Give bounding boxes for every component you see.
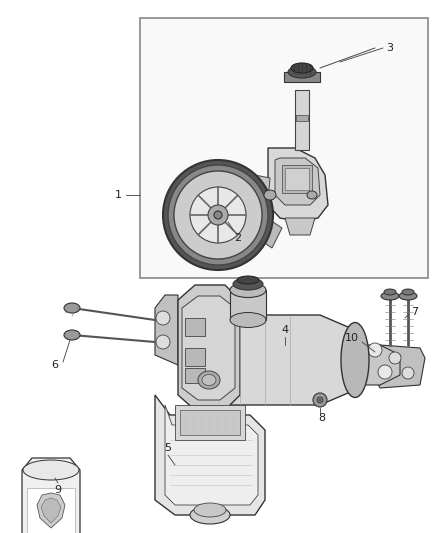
Bar <box>27 488 75 533</box>
Ellipse shape <box>291 63 313 73</box>
Polygon shape <box>41 498 61 523</box>
Text: 7: 7 <box>411 307 419 317</box>
Polygon shape <box>210 315 355 405</box>
Text: 9: 9 <box>54 485 62 495</box>
Bar <box>180 410 240 435</box>
Text: 8: 8 <box>318 413 325 423</box>
Ellipse shape <box>237 276 259 284</box>
Circle shape <box>378 365 392 379</box>
Ellipse shape <box>402 289 414 295</box>
Ellipse shape <box>381 292 399 300</box>
Circle shape <box>214 211 222 219</box>
Ellipse shape <box>233 278 263 290</box>
Ellipse shape <box>384 289 396 295</box>
Polygon shape <box>155 295 178 365</box>
Bar <box>296 115 308 121</box>
Ellipse shape <box>23 460 79 480</box>
Circle shape <box>163 160 273 270</box>
Circle shape <box>156 335 170 349</box>
Circle shape <box>174 171 262 259</box>
Ellipse shape <box>341 322 369 398</box>
Circle shape <box>313 393 327 407</box>
Ellipse shape <box>399 292 417 300</box>
Polygon shape <box>268 148 328 222</box>
Polygon shape <box>275 158 320 205</box>
Polygon shape <box>22 458 80 533</box>
Circle shape <box>402 367 414 379</box>
Polygon shape <box>355 345 400 385</box>
Polygon shape <box>375 345 425 388</box>
Bar <box>185 368 205 383</box>
Ellipse shape <box>64 303 80 313</box>
Polygon shape <box>37 493 65 528</box>
Ellipse shape <box>195 322 225 398</box>
Bar <box>282 165 312 193</box>
Polygon shape <box>260 220 282 248</box>
Text: 2: 2 <box>234 233 242 243</box>
Polygon shape <box>230 290 266 320</box>
Circle shape <box>168 165 268 265</box>
Bar <box>284 72 320 82</box>
Ellipse shape <box>190 506 230 524</box>
Polygon shape <box>182 296 235 400</box>
Text: 3: 3 <box>386 43 393 53</box>
Polygon shape <box>285 218 315 235</box>
Ellipse shape <box>64 330 80 340</box>
Circle shape <box>389 352 401 364</box>
Circle shape <box>317 397 323 403</box>
Text: 1: 1 <box>114 190 121 200</box>
Circle shape <box>208 205 228 225</box>
Circle shape <box>156 311 170 325</box>
Text: 6: 6 <box>52 360 59 370</box>
Polygon shape <box>165 405 258 505</box>
Ellipse shape <box>198 371 220 389</box>
Ellipse shape <box>194 503 226 517</box>
Circle shape <box>190 187 246 243</box>
Text: 5: 5 <box>165 443 172 453</box>
Polygon shape <box>178 285 240 410</box>
Polygon shape <box>155 395 265 515</box>
Bar <box>175 405 245 440</box>
Bar <box>140 18 428 278</box>
Text: 4: 4 <box>282 325 289 335</box>
Polygon shape <box>240 175 270 210</box>
Ellipse shape <box>264 190 276 200</box>
Bar <box>295 90 309 150</box>
Circle shape <box>368 343 382 357</box>
Ellipse shape <box>230 312 266 327</box>
Bar <box>285 168 309 190</box>
Bar <box>185 348 205 366</box>
Ellipse shape <box>202 375 216 385</box>
Ellipse shape <box>288 66 316 78</box>
Ellipse shape <box>230 282 266 297</box>
Text: 10: 10 <box>345 333 359 343</box>
Ellipse shape <box>307 191 317 199</box>
Bar <box>185 318 205 336</box>
